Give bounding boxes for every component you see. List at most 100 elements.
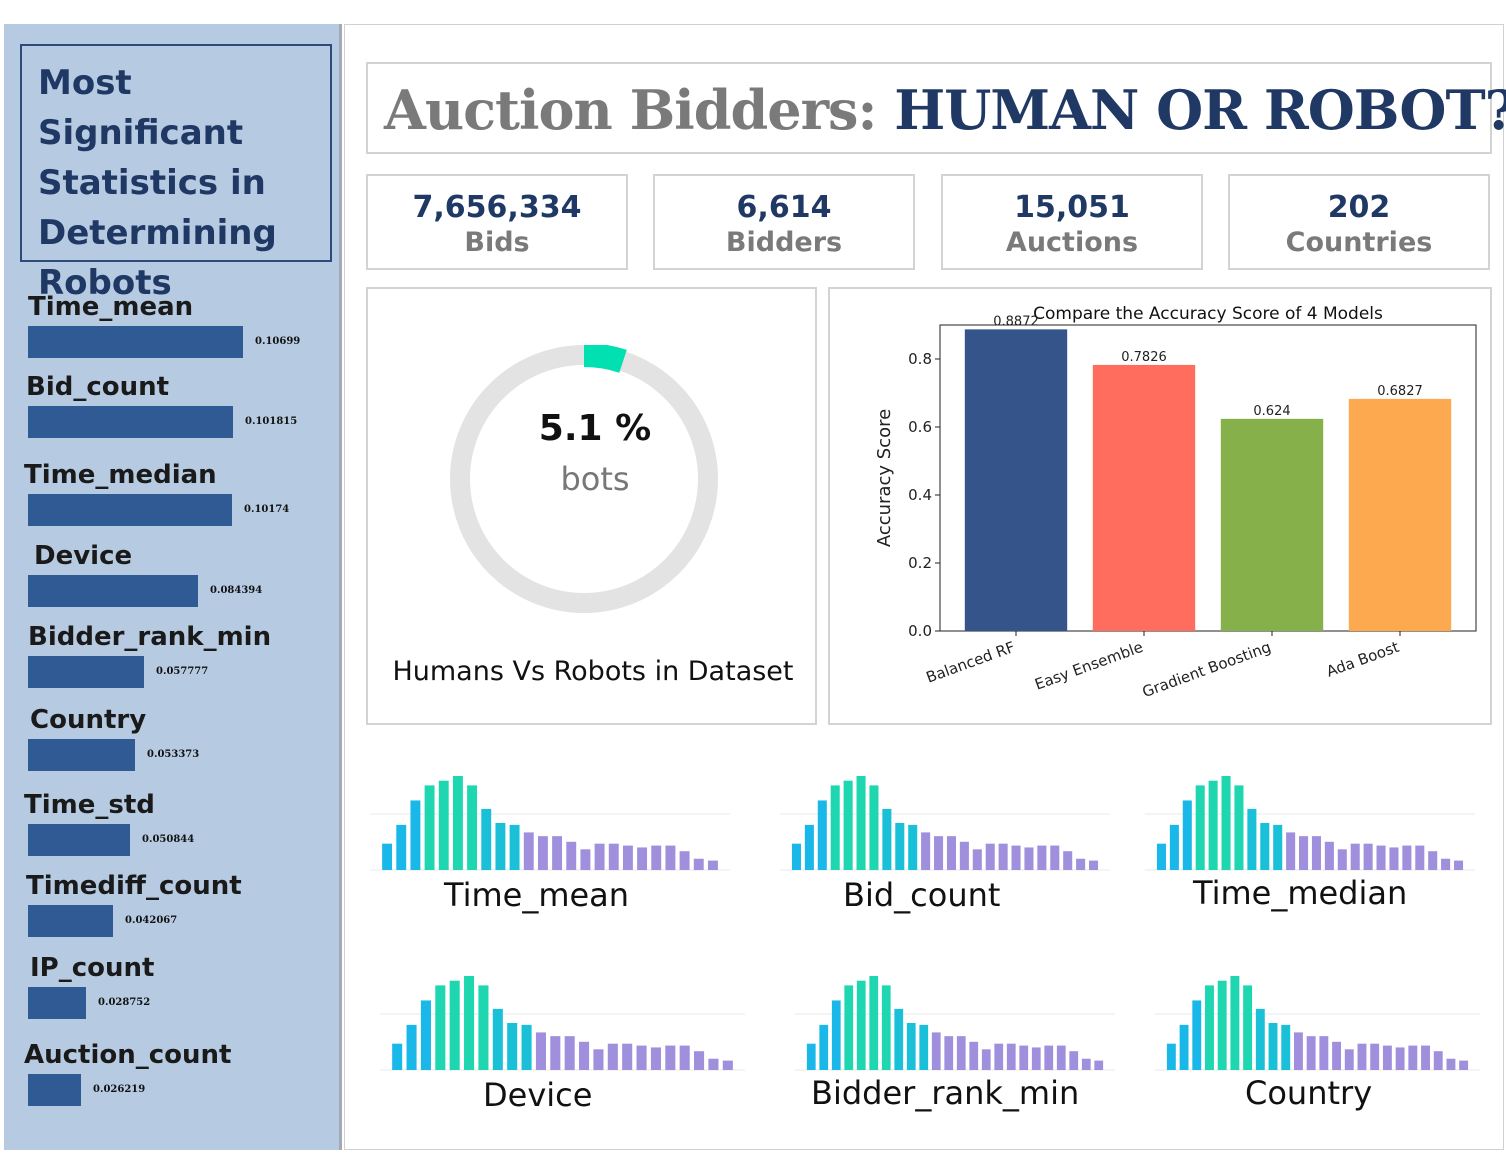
histogram-bar: [1421, 1045, 1430, 1070]
histogram-bar: [708, 1058, 719, 1070]
histogram-bar: [1037, 845, 1047, 870]
histogram-bar: [1182, 800, 1192, 870]
histogram-bar: [1319, 1036, 1329, 1070]
histogram-bar: [994, 1043, 1004, 1070]
dashboard-title: Auction Bidders: HUMAN OR ROBOT?: [366, 62, 1506, 154]
histogram-bar: [894, 1008, 904, 1070]
histogram-bar: [507, 1023, 518, 1070]
y-tick-label: 0.0: [908, 622, 932, 640]
histogram-bar: [985, 843, 995, 870]
histogram-bar: [1286, 832, 1296, 870]
histogram-bar: [1299, 836, 1309, 870]
histogram-bar: [1192, 1000, 1202, 1070]
histogram-bar: [804, 824, 814, 870]
feature-label: Timediff_count: [26, 871, 242, 901]
histogram-bar: [856, 980, 866, 1070]
histogram-bar: [1217, 980, 1227, 1070]
histogram-bar: [1006, 1043, 1016, 1070]
histogram-bar: [881, 985, 891, 1070]
histogram-bar: [435, 985, 446, 1070]
bar-value-label: 0.624: [1253, 404, 1290, 419]
bots-donut-chart: [450, 345, 718, 613]
histogram-bar: [1428, 851, 1438, 870]
histogram-bar: [806, 1043, 816, 1070]
histogram-bar: [1156, 843, 1166, 870]
histogram-bar: [856, 776, 866, 870]
histogram-bar: [1011, 845, 1021, 870]
histogram-bar: [1166, 1043, 1176, 1070]
bar: [1220, 418, 1324, 631]
histogram-bar: [1243, 985, 1253, 1070]
histogram-bar: [1376, 845, 1386, 870]
histogram-caption: Time_median: [1193, 874, 1408, 912]
histogram-bar: [791, 843, 801, 870]
histogram-bar: [869, 785, 879, 870]
feature-bar: [28, 987, 86, 1019]
bots-percent: 5.1 %: [538, 408, 652, 449]
histogram-bar: [622, 845, 633, 870]
kpi-label: Countries: [1285, 227, 1433, 258]
kpi-bids: 7,656,334 Bids: [366, 174, 628, 270]
sidebar-title: Most Significant Statistics in Determini…: [20, 44, 332, 303]
histogram-bar: [972, 849, 982, 870]
feature-bar: [28, 326, 243, 358]
histogram-bar: [636, 1045, 647, 1070]
histogram-bar: [481, 808, 492, 870]
histogram-caption: Country: [1245, 1074, 1373, 1112]
kpi-bidders: 6,614 Bidders: [653, 174, 915, 270]
histogram-bar: [819, 1024, 829, 1070]
histogram-bar: [882, 808, 892, 870]
histogram-bar: [1031, 1047, 1041, 1070]
histogram-bar: [537, 836, 548, 870]
feature-value: 0.10174: [244, 504, 290, 515]
feature-label: Bidder_rank_min: [28, 622, 272, 652]
dashboard-frame: [344, 24, 1504, 1150]
histogram-bar: [410, 800, 421, 870]
histogram-bar: [693, 858, 704, 870]
histogram-bar: [1389, 847, 1399, 870]
histogram-bar: [1208, 780, 1218, 870]
x-tick-label: Easy Ensemble: [1032, 638, 1145, 694]
feature-bar: [28, 406, 233, 438]
histogram-bar: [956, 1036, 966, 1070]
histogram-bar: [959, 841, 969, 870]
histogram-bar: [665, 1045, 676, 1070]
feature-bar: [28, 575, 198, 607]
histogram-bar: [492, 1008, 503, 1070]
kpi-label: Bidders: [725, 227, 843, 258]
donut-bots-slice: [450, 345, 718, 613]
feature-value: 0.10699: [255, 336, 301, 347]
bar: [964, 329, 1068, 631]
feature-bar: [28, 494, 232, 526]
feature-label: Time_mean: [28, 292, 194, 322]
histogram-bar: [1205, 985, 1214, 1070]
histogram-bar: [921, 832, 931, 870]
kpi-value: 6,614: [736, 190, 832, 225]
histogram-bar: [998, 843, 1008, 870]
feature-label: Bid_count: [26, 372, 170, 402]
histogram-bar: [1402, 845, 1412, 870]
x-tick-label: Balanced RF: [924, 638, 1018, 687]
histogram-bar: [1221, 776, 1231, 870]
histogram-bar: [1454, 860, 1464, 870]
histogram-bar: [931, 1032, 941, 1070]
histogram-bar: [1382, 1045, 1392, 1070]
feature-value: 0.084394: [210, 585, 263, 596]
histogram-bar: [452, 776, 463, 870]
kpi-value: 202: [1327, 190, 1391, 225]
histogram-bar: [1230, 976, 1240, 1070]
histogram-bar: [464, 976, 475, 1070]
histogram-bar: [593, 1049, 604, 1070]
feature-value: 0.042067: [125, 915, 178, 926]
feature-label: Time_std: [24, 790, 155, 820]
kpi-label: Bids: [464, 227, 530, 258]
histogram-bar: [1094, 1060, 1104, 1070]
histogram-bar: [1019, 1045, 1029, 1070]
histogram-bar: [1195, 785, 1205, 870]
y-tick-label: 0.4: [908, 486, 932, 504]
histogram-bar: [1076, 858, 1086, 870]
histogram-bar: [392, 1043, 403, 1070]
histogram-bar: [1234, 785, 1244, 870]
histogram-bar: [1363, 843, 1373, 870]
bots-label: bots: [560, 460, 630, 498]
